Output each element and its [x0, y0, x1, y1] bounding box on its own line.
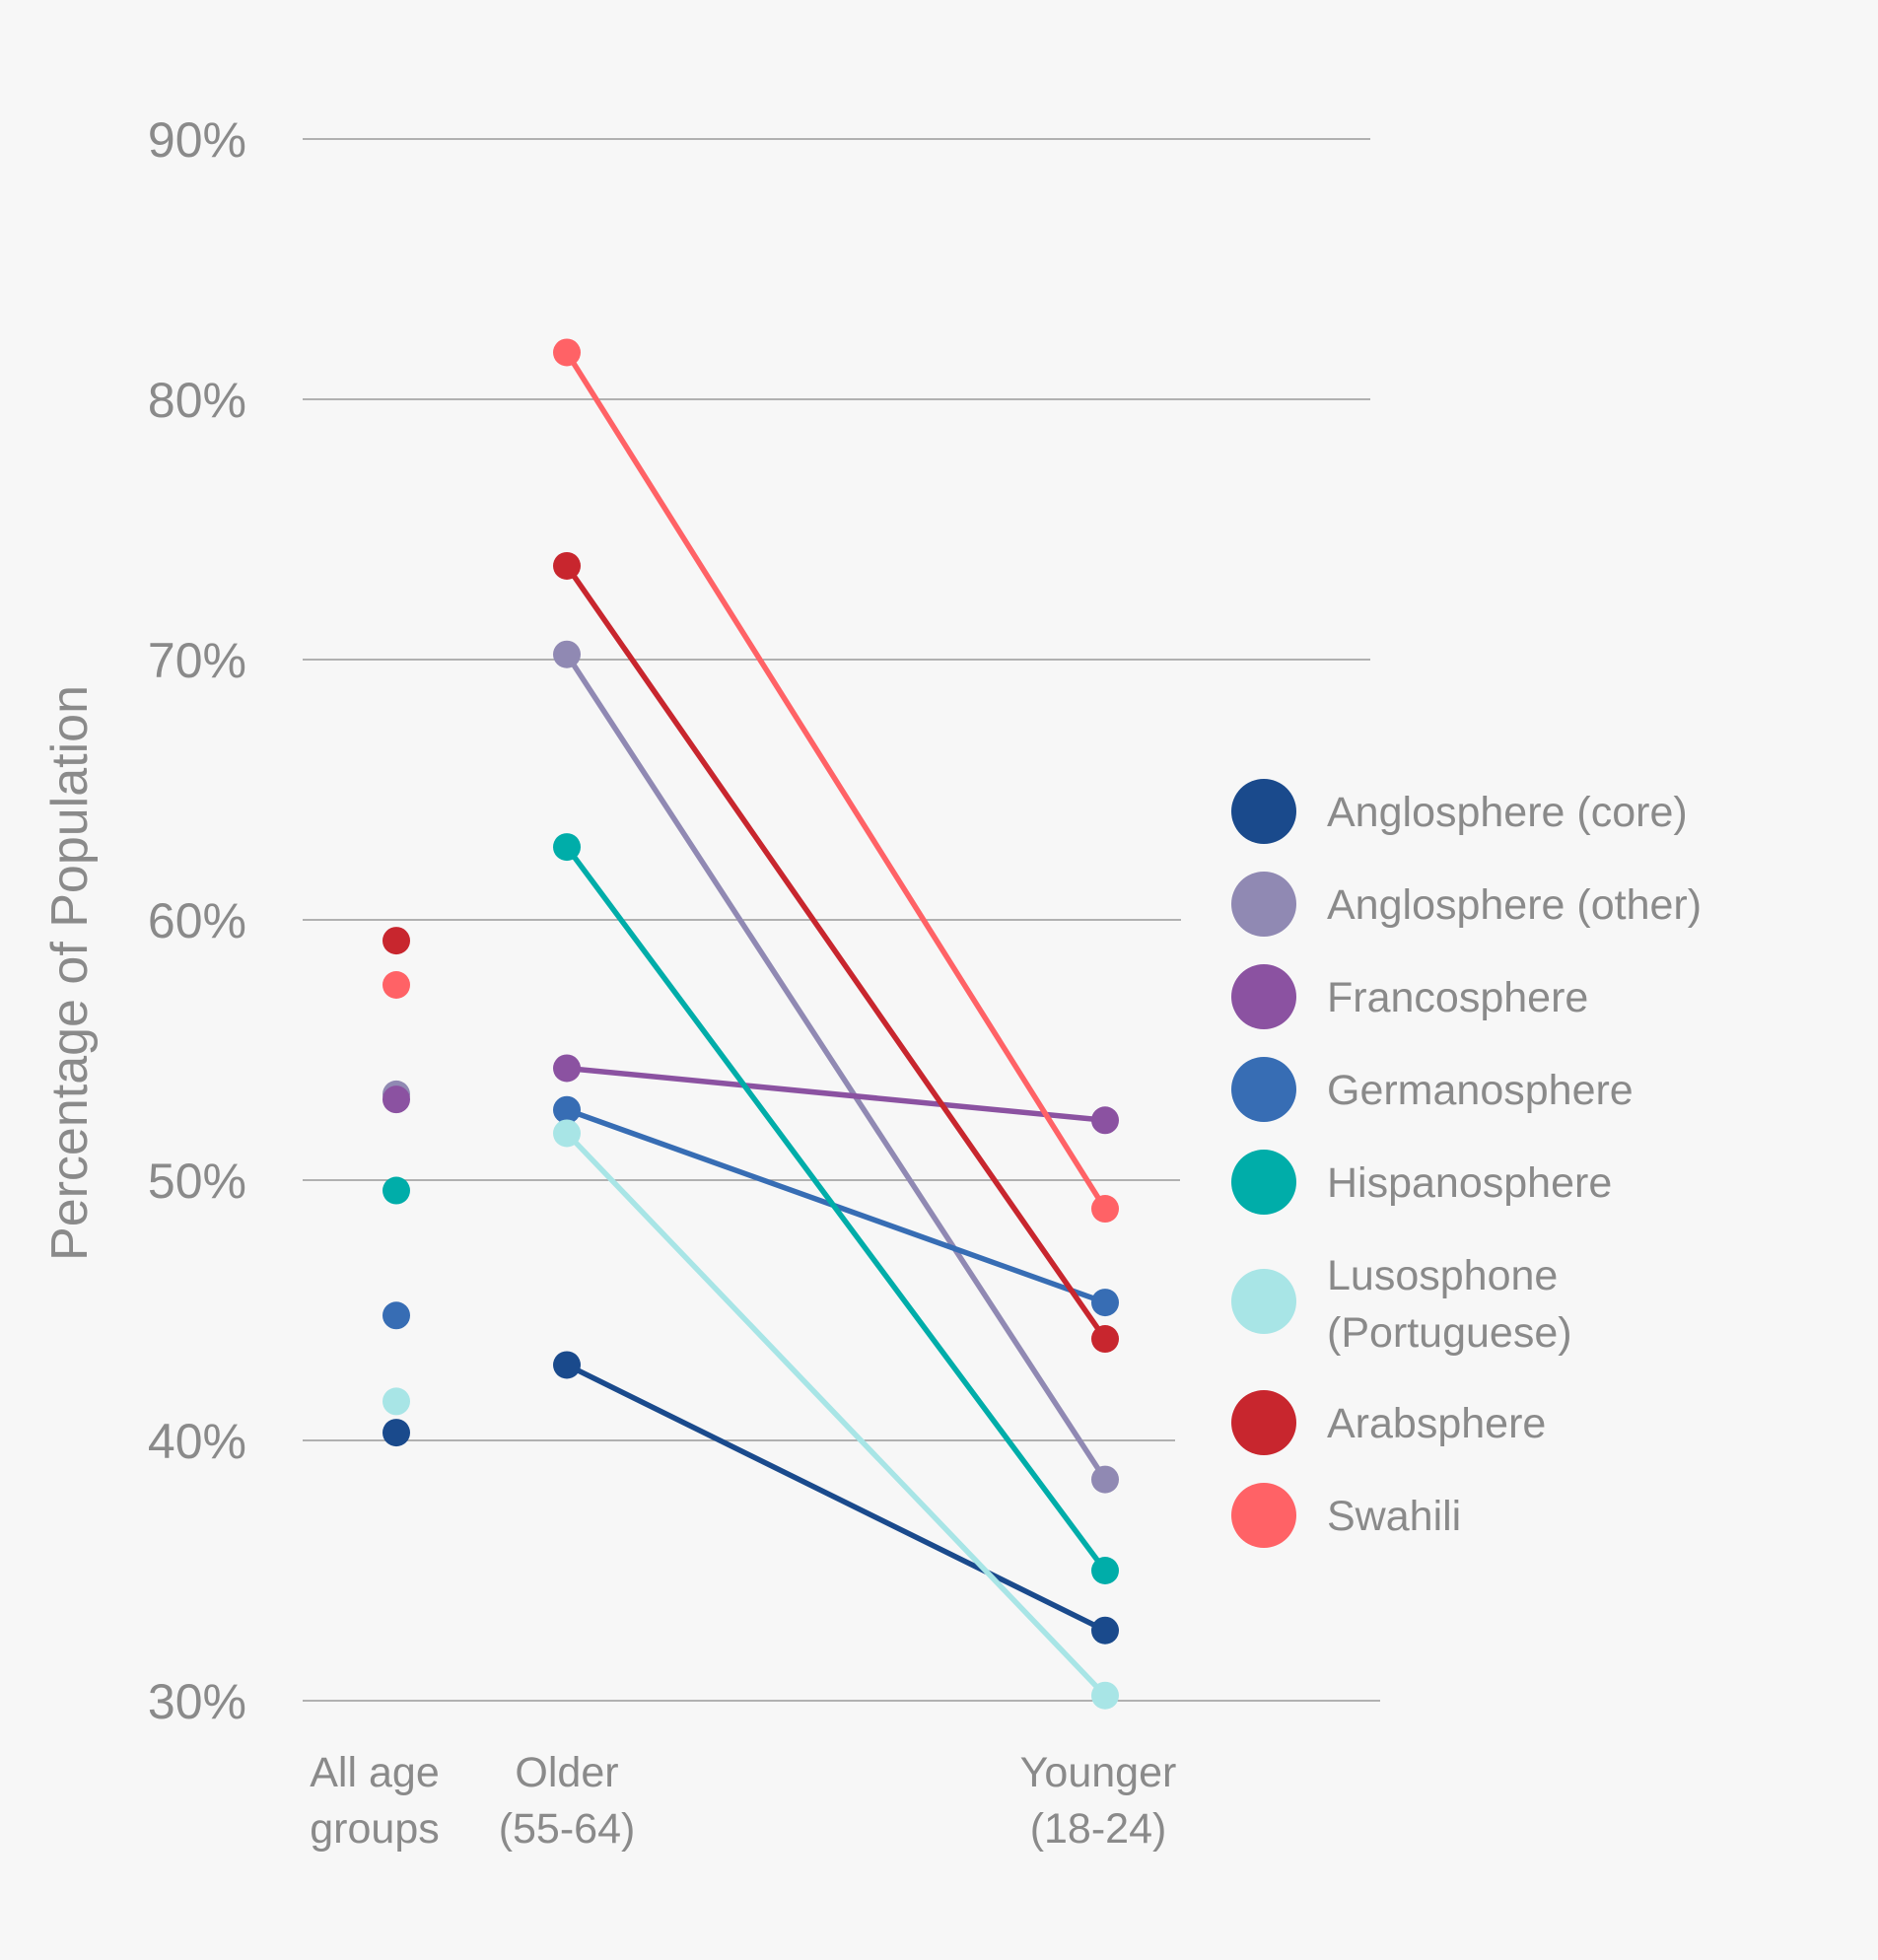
data-point-younger-0	[1091, 1616, 1119, 1645]
legend-label-0: Anglosphere (core)	[1327, 789, 1688, 836]
y-tick-label: 70%	[148, 633, 246, 688]
data-point-older-3	[553, 1095, 581, 1124]
y-tick-label: 80%	[148, 373, 246, 428]
data-point-younger-7	[1091, 1195, 1119, 1224]
legend-label-1: Anglosphere (other)	[1327, 881, 1702, 929]
series-line-7	[564, 349, 1108, 1212]
legend-label-3: Germanosphere	[1327, 1067, 1634, 1114]
series-line-1	[564, 651, 1108, 1483]
data-point-younger-2	[1091, 1106, 1119, 1135]
data-point-all-2	[383, 1085, 410, 1114]
data-point-older-1	[553, 640, 581, 668]
data-point-all-5	[383, 1387, 410, 1416]
x-category-older: Older (55-64)	[499, 1749, 636, 1853]
data-point-older-0	[553, 1351, 581, 1379]
y-tick-label: 30%	[148, 1674, 246, 1729]
series-points	[383, 338, 1119, 1710]
data-point-older-2	[553, 1054, 581, 1083]
data-point-younger-5	[1091, 1681, 1119, 1710]
legend-label-4: Hispanosphere	[1327, 1159, 1612, 1207]
data-point-older-6	[553, 551, 581, 580]
legend-swatch-6	[1231, 1390, 1296, 1455]
series-line-2	[564, 1065, 1108, 1124]
data-point-younger-6	[1091, 1325, 1119, 1354]
legend: Anglosphere (core) Anglosphere (other) Fra…	[1231, 779, 1702, 1548]
data-point-all-6	[383, 927, 410, 955]
legend-swatch-7	[1231, 1483, 1296, 1548]
legend-swatch-2	[1231, 964, 1296, 1029]
series-line-0	[564, 1362, 1108, 1634]
legend-label-5: Lusosphone (Portuguese)	[1327, 1252, 1572, 1357]
legend-swatch-3	[1231, 1057, 1296, 1122]
x-category-younger: Younger (18-24)	[1020, 1749, 1177, 1853]
y-tick-label: 40%	[148, 1414, 246, 1469]
y-tick-label: 60%	[148, 893, 246, 948]
data-point-older-5	[553, 1119, 581, 1148]
series-line-6	[564, 563, 1108, 1342]
data-point-younger-4	[1091, 1557, 1119, 1584]
gridlines	[303, 138, 1380, 1702]
series-lines	[564, 349, 1108, 1699]
data-point-all-0	[383, 1419, 410, 1447]
legend-swatch-1	[1231, 872, 1296, 937]
series-line-4	[564, 844, 1108, 1574]
legend-swatch-5	[1231, 1269, 1296, 1334]
data-point-all-3	[383, 1301, 410, 1330]
y-axis-title: Percentage of Population	[41, 685, 99, 1261]
x-axis-categories: All age groups Older (55-64) Younger (18-24)	[310, 1749, 1176, 1853]
data-point-all-4	[383, 1176, 410, 1205]
data-point-younger-3	[1091, 1289, 1119, 1317]
legend-label-2: Francosphere	[1327, 974, 1588, 1021]
legend-swatch-4	[1231, 1150, 1296, 1215]
legend-label-6: Arabsphere	[1327, 1400, 1546, 1447]
data-point-older-7	[553, 338, 581, 367]
y-tick-label: 50%	[148, 1154, 246, 1209]
data-point-younger-1	[1091, 1465, 1119, 1494]
series-line-5	[564, 1130, 1108, 1699]
x-category-all: All age groups	[310, 1749, 439, 1853]
y-axis-ticks: 30% 40% 50% 60% 70% 80% 90%	[148, 112, 246, 1729]
data-point-older-4	[553, 833, 581, 862]
legend-swatch-0	[1231, 779, 1296, 844]
data-point-all-7	[383, 971, 410, 999]
legend-label-7: Swahili	[1327, 1493, 1461, 1540]
y-tick-label: 90%	[148, 112, 246, 168]
